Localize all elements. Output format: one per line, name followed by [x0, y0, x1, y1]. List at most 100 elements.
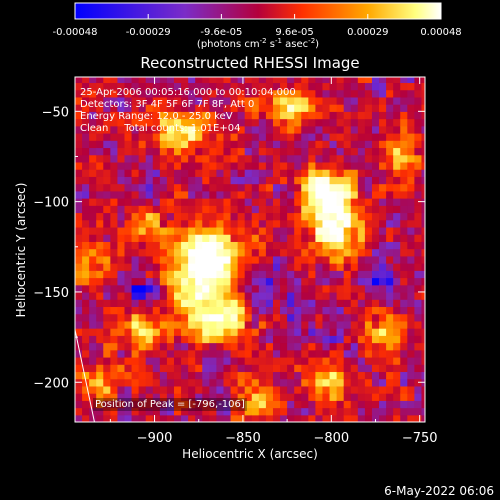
heatmap-cell — [138, 82, 147, 91]
heatmap-cell — [407, 190, 415, 199]
heatmap-cell — [301, 320, 309, 329]
heatmap-cell — [166, 205, 175, 214]
heatmap-cell — [315, 342, 324, 351]
heatmap-cell — [315, 226, 324, 235]
heatmap-cell — [315, 125, 324, 134]
heatmap-cell — [159, 263, 168, 271]
heatmap-cell — [251, 328, 260, 336]
heatmap-cell — [322, 277, 331, 286]
heatmap-cell — [244, 111, 253, 120]
annotation-time: 25-Apr-2006 00:05:16.000 to 00:10:04.000 — [80, 87, 296, 98]
heatmap-cell — [336, 270, 345, 279]
heatmap-cell — [414, 291, 423, 300]
heatmap-cell — [195, 291, 203, 300]
heatmap-cell — [294, 342, 302, 351]
heatmap-cell — [315, 263, 324, 271]
heatmap-cell — [110, 219, 119, 228]
heatmap-cell — [364, 270, 373, 279]
heatmap-cell — [152, 176, 161, 185]
heatmap-cell — [364, 226, 373, 235]
heatmap-cell — [272, 407, 281, 416]
heatmap-cell — [272, 212, 281, 221]
heatmap-cell — [244, 154, 253, 163]
heatmap-cell — [322, 342, 331, 351]
heatmap-cell — [336, 77, 345, 84]
heatmap-cell — [265, 291, 274, 300]
heatmap-cell — [272, 393, 281, 401]
heatmap-cell — [82, 320, 90, 329]
heatmap-cell — [272, 104, 281, 112]
heatmap-cell — [138, 414, 147, 422]
colorbar-unit: (photons cm-2 s-1 asec-2) — [197, 37, 319, 50]
heatmap-cell — [343, 118, 352, 127]
heatmap-cell — [308, 248, 316, 257]
heatmap-cell — [287, 364, 295, 373]
heatmap-cell — [244, 291, 253, 300]
heatmap-cell — [202, 248, 210, 257]
heatmap-cell — [357, 393, 366, 401]
heatmap-cell — [393, 248, 401, 257]
heatmap-cell — [265, 205, 274, 214]
heatmap-cell — [244, 371, 253, 380]
heatmap-cell — [159, 277, 168, 286]
heatmap-cell — [414, 284, 423, 293]
heatmap-cell — [110, 234, 119, 242]
heatmap-cell — [244, 414, 253, 422]
heatmap-cell — [131, 77, 140, 84]
heatmap-cell — [258, 212, 267, 221]
heatmap-cell — [287, 371, 295, 380]
heatmap-cell — [230, 190, 239, 199]
heatmap-cell — [287, 104, 295, 112]
heatmap-cell — [202, 125, 210, 134]
heatmap-cell — [230, 320, 239, 329]
heatmap-cell — [145, 212, 154, 221]
heatmap-cell — [294, 299, 302, 307]
heatmap-cell — [230, 183, 239, 192]
heatmap-cell — [82, 291, 90, 300]
heatmap-cell — [209, 111, 218, 120]
heatmap-cell — [145, 385, 154, 394]
heatmap-cell — [407, 161, 415, 170]
heatmap-cell — [315, 255, 324, 264]
heatmap-cell — [357, 147, 366, 156]
heatmap-cell — [138, 364, 147, 373]
heatmap-cell — [265, 284, 274, 293]
heatmap-cell — [131, 407, 140, 416]
heatmap-cell — [145, 263, 154, 271]
heatmap-cell — [75, 371, 83, 380]
heatmap-cell — [386, 234, 394, 242]
heatmap-cell — [195, 161, 203, 170]
heatmap-cell — [117, 342, 126, 351]
heatmap-cell — [294, 89, 302, 98]
heatmap-cell — [301, 89, 309, 98]
heatmap-cell — [315, 169, 324, 177]
heatmap-cell — [407, 176, 415, 185]
heatmap-cell — [159, 364, 168, 373]
heatmap-cell — [407, 299, 415, 307]
heatmap-cell — [110, 414, 119, 422]
heatmap-cell — [301, 349, 309, 358]
heatmap-cell — [379, 169, 387, 177]
heatmap-cell — [287, 82, 295, 91]
heatmap-cell — [272, 132, 281, 141]
heatmap-cell — [400, 306, 408, 315]
heatmap-cell — [421, 154, 425, 163]
heatmap-cell — [117, 270, 126, 279]
heatmap-cell — [287, 284, 295, 293]
heatmap-cell — [131, 342, 140, 351]
heatmap-cell — [117, 77, 126, 84]
heatmap-cell — [379, 263, 387, 271]
heatmap-cell — [251, 385, 260, 394]
heatmap-cell — [181, 125, 189, 134]
heatmap-cell — [265, 104, 274, 112]
heatmap-cell — [89, 364, 97, 373]
heatmap-cell — [272, 356, 281, 365]
heatmap-cell — [280, 313, 288, 322]
heatmap-cell — [407, 342, 415, 351]
heatmap-cell — [251, 299, 260, 307]
heatmap-cell — [244, 306, 253, 315]
heatmap-cell — [301, 371, 309, 380]
heatmap-cell — [287, 132, 295, 141]
heatmap-cell — [188, 205, 196, 214]
heatmap-cell — [414, 234, 423, 242]
